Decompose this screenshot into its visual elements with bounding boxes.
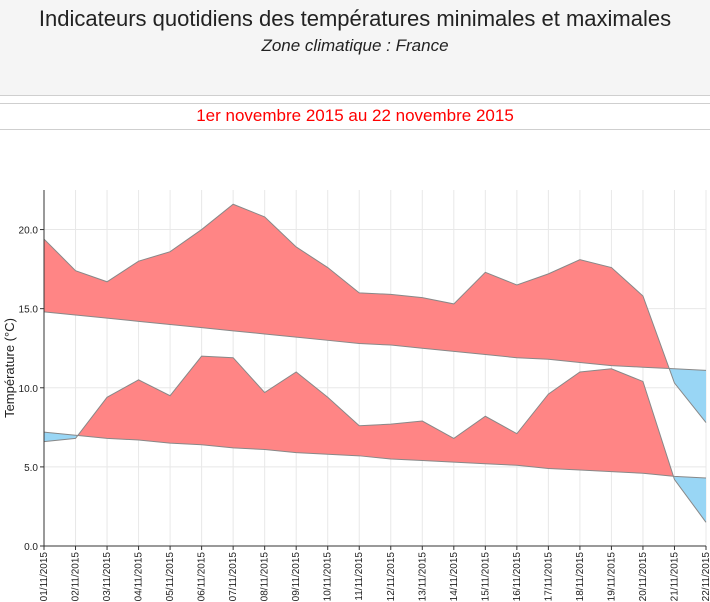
period-label: 1er novembre 2015 au 22 novembre 2015 — [196, 106, 514, 125]
x-tick-label: 09/11/2015 — [291, 552, 302, 602]
x-tick-label: 03/11/2015 — [102, 552, 113, 602]
x-tick-label: 06/11/2015 — [197, 552, 208, 602]
tmin-observed-line — [43, 355, 707, 523]
x-tick-label: 20/11/2015 — [638, 552, 649, 602]
x-tick-label: 08/11/2015 — [260, 552, 271, 602]
page-subtitle: Zone climatique : France — [261, 36, 449, 55]
x-tick-label: 11/11/2015 — [354, 552, 365, 601]
x-tick-label: 14/11/2015 — [449, 552, 460, 602]
x-tick-label: 12/11/2015 — [386, 552, 397, 602]
axis-layer — [40, 190, 707, 550]
x-tick-label: 07/11/2015 — [228, 552, 239, 602]
x-tick-label: 01/11/2015 — [39, 552, 50, 602]
area-layer — [44, 204, 706, 523]
label-layer: 0.0 5.0 10.0 15.0 20.0 01/11/2015 02/11/2015 03… — [2, 226, 710, 602]
x-tick-label: 21/11/2015 — [669, 552, 680, 602]
tmin-normal-line — [43, 431, 707, 479]
curve-layer — [43, 203, 707, 523]
y-tick-label: 0.0 — [24, 542, 38, 553]
y-axis-title: Température (°C) — [2, 318, 17, 418]
x-tick-label: 19/11/2015 — [606, 552, 617, 602]
x-tick-label: 05/11/2015 — [165, 552, 176, 602]
x-tick-label: 18/11/2015 — [575, 552, 586, 602]
grid-layer — [43, 190, 707, 547]
x-tick-label: 16/11/2015 — [512, 552, 523, 602]
y-tick-label: 10.0 — [19, 384, 39, 395]
tmin-above-normal-area — [77, 356, 674, 477]
tmax-observed-line — [43, 203, 707, 423]
page-title: Indicateurs quotidiens des températures … — [38, 6, 672, 31]
x-tick-label: 13/11/2015 — [417, 552, 428, 602]
x-tick-label: 04/11/2015 — [134, 552, 145, 602]
x-tick-label: 10/11/2015 — [323, 552, 334, 602]
y-tick-label: 20.0 — [19, 226, 39, 237]
x-tick-label: 15/11/2015 — [480, 552, 491, 602]
tmax-normal-line — [43, 311, 707, 371]
x-tick-label: 22/11/2015 — [701, 552, 710, 602]
x-tick-label: 02/11/2015 — [71, 552, 82, 602]
x-tick-label: 17/11/2015 — [543, 552, 554, 602]
tmax-below-normal-area — [669, 368, 706, 423]
header-panel — [0, 0, 710, 96]
period-band — [0, 103, 710, 130]
tmax-above-normal-area — [44, 204, 670, 369]
y-tick-label: 5.0 — [24, 463, 38, 474]
y-tick-label: 15.0 — [19, 305, 39, 316]
tmin-below-normal-area — [44, 432, 78, 442]
